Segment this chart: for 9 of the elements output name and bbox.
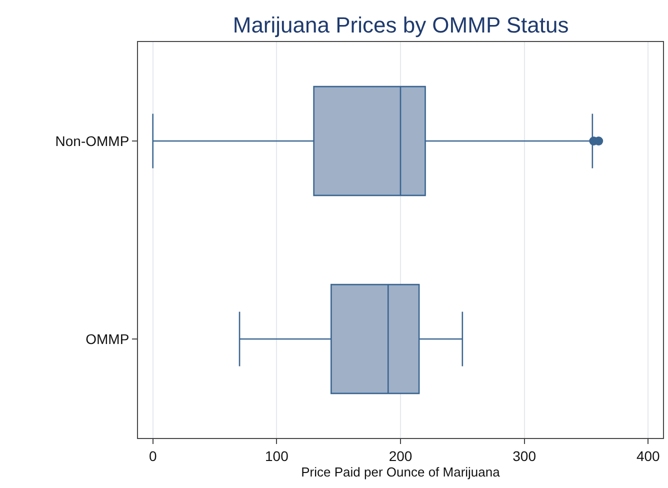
y-tick-label: OMMP	[86, 330, 130, 347]
x-tick-label: 100	[265, 448, 289, 464]
x-tick-label: 400	[636, 448, 660, 464]
chart-title: Marijuana Prices by OMMP Status	[232, 12, 569, 38]
y-tick-label: Non-OMMP	[55, 132, 130, 149]
x-axis-title: Price Paid per Ounce of Marijuana	[301, 464, 501, 480]
x-tick-label: 300	[512, 448, 536, 464]
x-tick-label: 0	[148, 448, 157, 464]
x-tick-label: 200	[388, 448, 412, 464]
